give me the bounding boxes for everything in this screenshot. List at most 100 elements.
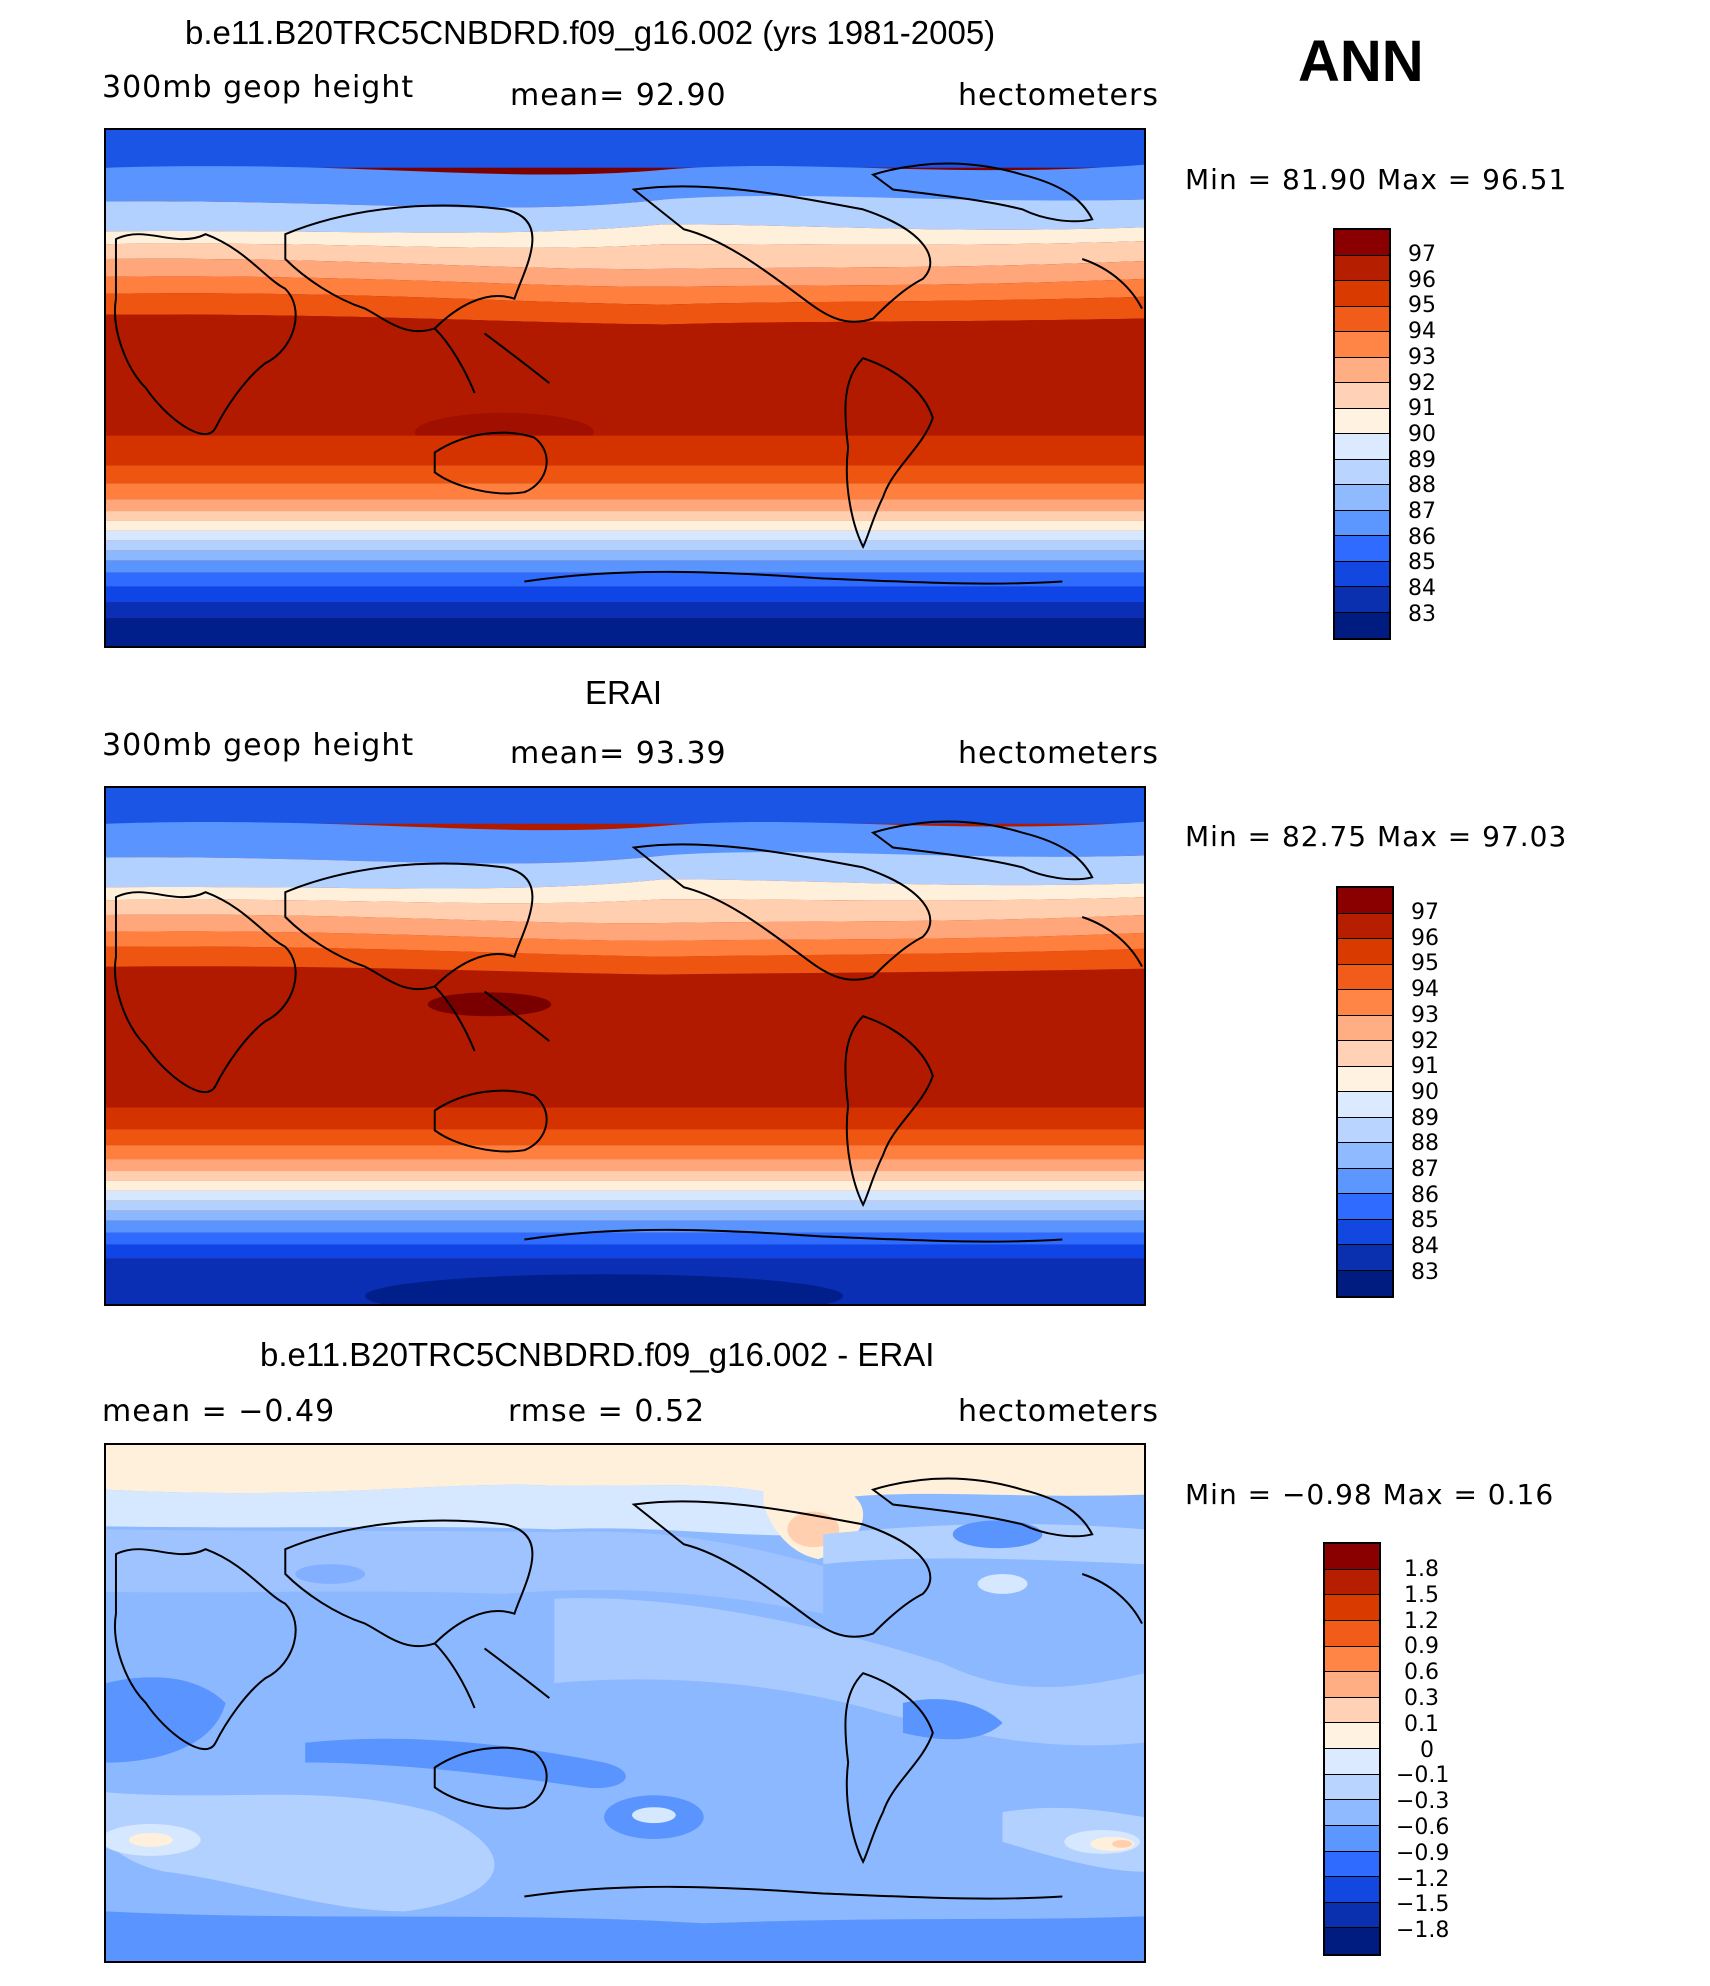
panel-3-mean-label: mean = −0.49 (102, 1394, 336, 1429)
colorbar-swatch (1325, 1620, 1379, 1647)
cbar-label: −0.9 (1396, 1840, 1450, 1866)
season-label: ANN (1298, 29, 1424, 94)
panel-2-colorbar (1336, 886, 1394, 1298)
colorbar-swatch (1325, 1697, 1379, 1724)
cbar-label: 92 (1408, 370, 1436, 396)
colorbar-swatch (1325, 1723, 1379, 1749)
panel-1-units-label: hectometers (958, 78, 1159, 113)
cbar-label: −1.8 (1396, 1918, 1450, 1944)
cbar-label: 86 (1408, 524, 1436, 550)
cbar-label: 1.2 (1404, 1608, 1439, 1634)
cbar-label: 97 (1408, 242, 1436, 267)
panel-3-map (104, 1443, 1146, 1963)
cbar-label: 91 (1408, 396, 1436, 422)
panel-2-contour-field (106, 788, 1144, 1304)
colorbar-swatch (1335, 332, 1389, 358)
cbar-label: 88 (1408, 473, 1436, 499)
cbar-label: 83 (1408, 601, 1436, 627)
colorbar-swatch (1335, 561, 1389, 587)
colorbar-swatch (1325, 1928, 1379, 1954)
colorbar-swatch (1325, 1672, 1379, 1698)
colorbar-swatch (1338, 1066, 1392, 1092)
cbar-label: 85 (1411, 1208, 1439, 1234)
panel-1-title: b.e11.B20TRC5CNBDRD.f09_g16.002 (yrs 198… (185, 14, 996, 51)
colorbar-swatch (1325, 1851, 1379, 1878)
cbar-label: 89 (1411, 1105, 1439, 1131)
cbar-label: 86 (1411, 1182, 1439, 1208)
colorbar-swatch (1325, 1646, 1379, 1673)
colorbar-swatch (1338, 888, 1392, 914)
colorbar-swatch (1325, 1544, 1379, 1570)
cbar-label: 87 (1411, 1157, 1439, 1182)
colorbar-swatch (1338, 1245, 1392, 1271)
colorbar-swatch (1338, 1270, 1392, 1296)
panel-1-variable-label: 300mb geop height (102, 70, 415, 105)
colorbar-swatch (1335, 510, 1389, 536)
colorbar-swatch (1338, 1194, 1392, 1220)
colorbar-swatch (1338, 1092, 1392, 1118)
colorbar-swatch (1325, 1825, 1379, 1852)
cbar-label: 88 (1411, 1131, 1439, 1157)
cbar-label: −0.6 (1396, 1815, 1450, 1840)
colorbar-swatch (1335, 536, 1389, 562)
cbar-label: 95 (1408, 293, 1436, 319)
colorbar-swatch (1335, 255, 1389, 281)
colorbar-swatch (1335, 459, 1389, 485)
panel-2-variable-label: 300mb geop height (102, 728, 415, 763)
panel-2-map (104, 786, 1146, 1306)
panel-1-map (104, 128, 1146, 648)
cbar-label: 87 (1408, 499, 1436, 524)
cbar-label: −1.5 (1396, 1892, 1450, 1918)
cbar-label: 96 (1408, 267, 1436, 293)
panel-3-colorbar (1323, 1542, 1381, 1956)
cbar-label: 0.6 (1404, 1660, 1439, 1686)
cbar-label: 92 (1411, 1028, 1439, 1054)
cbar-label: 1.5 (1404, 1582, 1439, 1608)
cbar-label: 84 (1408, 576, 1436, 602)
colorbar-swatch (1325, 1902, 1379, 1929)
cbar-label: 91 (1411, 1054, 1439, 1080)
colorbar-swatch (1338, 1041, 1392, 1067)
colorbar-swatch (1335, 306, 1389, 332)
colorbar-swatch (1325, 1877, 1379, 1903)
cbar-label: 90 (1411, 1079, 1439, 1105)
cbar-label: −0.3 (1396, 1789, 1450, 1815)
cbar-label: 90 (1408, 421, 1436, 447)
cbar-label: 0.3 (1404, 1686, 1439, 1711)
colorbar-swatch (1338, 990, 1392, 1016)
colorbar-swatch (1338, 964, 1392, 990)
colorbar-swatch (1335, 281, 1389, 307)
cbar-label: 96 (1411, 925, 1439, 951)
colorbar-swatch (1335, 434, 1389, 460)
cbar-label: 94 (1411, 977, 1439, 1003)
cbar-label: 83 (1411, 1259, 1439, 1285)
cbar-label: 1.8 (1404, 1557, 1439, 1582)
panel-2-title: ERAI (585, 674, 663, 711)
colorbar-swatch (1335, 383, 1389, 409)
panel-3-units-label: hectometers (958, 1394, 1159, 1429)
colorbar-swatch (1335, 357, 1389, 383)
cbar-label: 0 (1420, 1737, 1434, 1763)
colorbar-swatch (1335, 612, 1389, 638)
colorbar-swatch (1338, 1168, 1392, 1194)
panel-1-colorbar (1333, 228, 1391, 640)
panel-3-contour-field (106, 1445, 1144, 1961)
colorbar-swatch (1335, 485, 1389, 511)
panel-1-minmax: Min = 81.90 Max = 96.51 (1185, 163, 1568, 196)
panel-3-rmse-label: rmse = 0.52 (508, 1394, 706, 1429)
colorbar-swatch (1335, 408, 1389, 434)
panel-1-mean-label: mean= 92.90 (510, 78, 727, 113)
cbar-label: 94 (1408, 319, 1436, 345)
cbar-label: −0.1 (1396, 1763, 1450, 1789)
cbar-label: 85 (1408, 550, 1436, 576)
panel-3-title: b.e11.B20TRC5CNBDRD.f09_g16.002 - ERAI (260, 1336, 935, 1373)
cbar-label: 0.9 (1404, 1634, 1439, 1660)
cbar-label: 93 (1408, 344, 1436, 370)
cbar-label: 89 (1408, 447, 1436, 473)
colorbar-swatch (1325, 1774, 1379, 1801)
colorbar-swatch (1335, 587, 1389, 613)
colorbar-swatch (1338, 1117, 1392, 1143)
panel-3-minmax: Min = −0.98 Max = 0.16 (1185, 1478, 1555, 1511)
cbar-label: 93 (1411, 1002, 1439, 1028)
panel-2-mean-label: mean= 93.39 (510, 736, 727, 771)
